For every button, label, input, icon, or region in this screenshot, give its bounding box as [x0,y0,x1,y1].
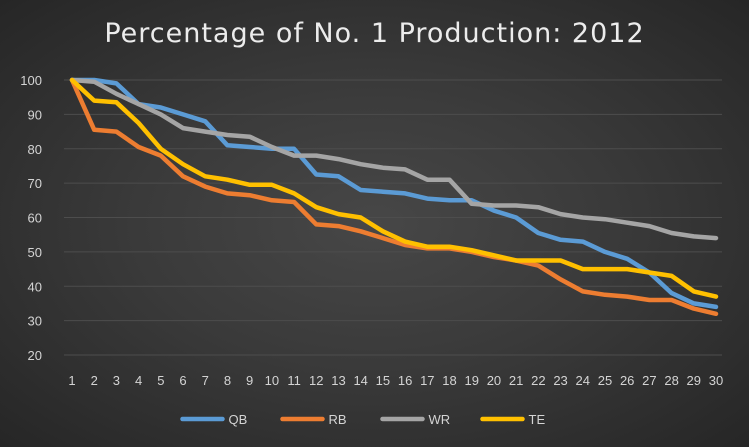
x-tick-label: 3 [113,373,120,388]
x-tick-label: 14 [353,373,367,388]
x-tick-label: 6 [179,373,186,388]
x-axis-ticks: 1 2 3 4 5 6 7 8 9 10 11 12 13 14 15 16 17 18 19 20 21 22 23 24 2… [68,373,723,388]
x-tick-label: 16 [398,373,412,388]
legend-label: WR [429,412,451,427]
series-line-te [69,77,719,299]
series-line-qb [69,77,719,310]
x-tick-label: 22 [531,373,545,388]
x-tick-label: 4 [135,373,142,388]
legend-item-rb: RB [280,412,347,427]
x-tick-label: 9 [246,373,253,388]
x-tick-label: 21 [509,373,523,388]
x-tick-label: 17 [420,373,434,388]
x-tick-label: 18 [442,373,456,388]
x-tick-label: 1 [68,373,75,388]
series-line-rb [69,77,719,317]
x-tick-label: 23 [553,373,567,388]
x-tick-label: 25 [598,373,612,388]
y-axis-ticks: 20 30 40 50 60 70 80 90 100 [20,73,42,363]
y-tick-label: 50 [28,245,42,260]
y-tick-label: 80 [28,142,42,157]
legend-label: TE [529,412,546,427]
x-tick-label: 15 [376,373,390,388]
x-tick-label: 19 [464,373,478,388]
x-tick-label: 7 [202,373,209,388]
y-tick-label: 90 [28,107,42,122]
y-tick-label: 70 [28,176,42,191]
y-tick-label: 100 [20,73,42,88]
legend-item-qb: QB [180,412,248,427]
series-lines [69,77,719,317]
legend-label: QB [229,412,248,427]
x-tick-label: 10 [265,373,279,388]
x-tick-label: 29 [687,373,701,388]
x-tick-label: 5 [157,373,164,388]
legend: QB RB WR TE [180,412,546,427]
x-tick-label: 24 [576,373,590,388]
x-tick-label: 27 [642,373,656,388]
x-tick-label: 20 [487,373,501,388]
x-tick-label: 28 [664,373,678,388]
y-tick-label: 60 [28,211,42,226]
y-tick-label: 20 [28,348,42,363]
legend-label: RB [329,412,347,427]
series-line-wr [69,77,719,241]
y-tick-label: 30 [28,314,42,329]
legend-item-wr: WR [380,412,451,427]
x-tick-label: 8 [224,373,231,388]
gridlines [64,79,722,356]
legend-item-te: TE [480,412,546,427]
x-tick-label: 12 [309,373,323,388]
x-tick-label: 13 [331,373,345,388]
y-tick-label: 40 [28,279,42,294]
chart-title: Percentage of No. 1 Production: 2012 [104,18,645,49]
x-tick-label: 11 [287,373,301,388]
x-tick-label: 2 [91,373,98,388]
x-tick-label: 26 [620,373,634,388]
x-tick-label: 30 [709,373,723,388]
